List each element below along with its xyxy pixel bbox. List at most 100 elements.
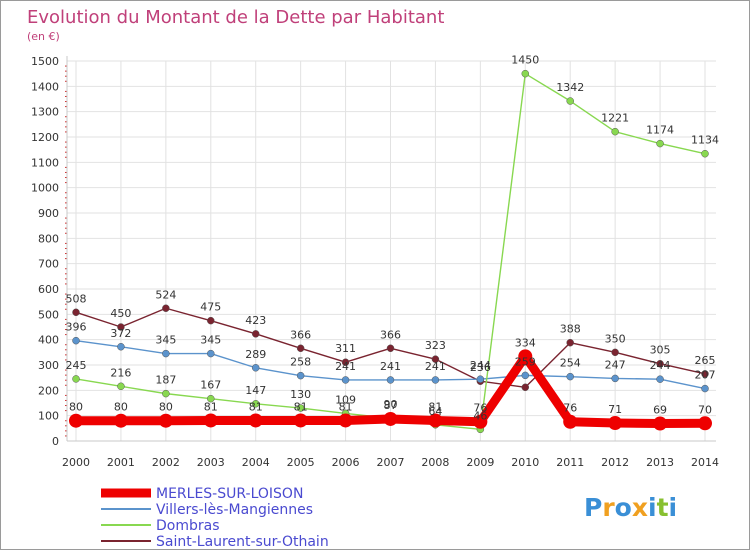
logo-letter: i [648, 493, 657, 522]
series-villers-l-s-mangiennes-point [251, 364, 260, 372]
y-tick-label: 700 [38, 258, 59, 271]
x-tick-label: 2009 [466, 456, 494, 469]
logo-letter: i [669, 493, 678, 522]
series-saint-laurent-sur-othain-point [207, 316, 215, 325]
series-dombras-point [521, 69, 530, 78]
series-merles-sur-loison-point [428, 413, 443, 428]
series-villers-l-s-mangiennes-data-label: 345 [155, 334, 176, 347]
series-dombras-data-label: 64 [428, 405, 442, 418]
series-villers-l-s-mangiennes-data-label: 247 [605, 358, 626, 371]
series-merles-sur-loison-data-label: 81 [428, 400, 442, 413]
legend-label: Saint-Laurent-sur-Othain [156, 534, 329, 550]
series-saint-laurent-sur-othain-point [431, 355, 440, 363]
series-villers-l-s-mangiennes [72, 336, 709, 393]
legend-label: Dombras [156, 518, 220, 534]
series-saint-laurent-sur-othain-point [72, 308, 80, 317]
series-villers-l-s-mangiennes-data-label: 241 [425, 360, 446, 373]
series-merles-sur-loison-point [293, 413, 308, 428]
y-tick-label: 400 [38, 334, 59, 347]
series-saint-laurent-sur-othain-data-label: 236 [470, 361, 491, 374]
series-dombras-data-label: 147 [245, 384, 266, 397]
series-dombras-data-label: 90 [384, 398, 398, 411]
series-dombras-point [251, 400, 260, 408]
series-merles-sur-loison-data-label: 81 [294, 400, 308, 413]
proxiti-logo: Proxiti [584, 493, 677, 522]
x-tick-label: 2014 [691, 456, 719, 469]
series-dombras-point [296, 404, 305, 412]
x-tick-label: 2010 [511, 456, 539, 469]
series-saint-laurent-sur-othain [72, 304, 709, 392]
series-saint-laurent-sur-othain-point [251, 330, 260, 338]
y-tick-label: 1000 [31, 182, 59, 195]
series-layer [69, 69, 712, 434]
series-saint-laurent-sur-othain-data-label: 423 [245, 314, 266, 327]
series-saint-laurent-sur-othain-point [656, 359, 664, 368]
legend-label: MERLES-SUR-LOISON [156, 486, 303, 502]
series-saint-laurent-sur-othain-data-label: 508 [66, 292, 87, 305]
series-merles-sur-loison-data-label: 76 [473, 402, 487, 415]
logo-letter: x [632, 493, 648, 522]
series-villers-l-s-mangiennes-data-label: 259 [515, 355, 536, 368]
series-merles-sur-loison-point [69, 413, 83, 428]
y-tick-label: 1100 [31, 156, 59, 169]
series-dombras-data-label: 167 [200, 379, 221, 392]
series-dombras-data-label: 245 [66, 359, 87, 372]
series-merles-sur-loison-point [653, 416, 668, 431]
series-villers-l-s-mangiennes-data-label: 241 [380, 360, 401, 373]
legend-label: Villers-lès-Mangiennes [156, 502, 313, 518]
series-villers-l-s-mangiennes-data-label: 289 [245, 348, 266, 361]
series-merles-sur-loison-point [248, 413, 263, 428]
data-label-layer: 508 450 524 475 423 366 311 366 323 236 388 350 305 2… [66, 54, 720, 423]
series-dombras-point [207, 394, 215, 403]
series-dombras-point [611, 127, 619, 136]
series-saint-laurent-sur-othain-data-label: 450 [110, 307, 131, 320]
y-tick-label: 900 [38, 207, 59, 220]
logo-letter: o [615, 493, 632, 522]
series-villers-l-s-mangiennes-data-label: 372 [110, 327, 131, 340]
y-tick-label: 200 [38, 384, 59, 397]
x-tick-label: 2002 [152, 456, 180, 469]
y-tick-label: 0 [52, 435, 59, 448]
series-merles-sur-loison-point [608, 416, 623, 431]
series-villers-l-s-mangiennes-point [701, 384, 709, 393]
series-villers-l-s-mangiennes-point [431, 376, 440, 384]
series-merles-sur-loison-point [563, 414, 578, 429]
y-tick-label: 300 [38, 359, 59, 372]
series-merles-sur-loison-data-label: 81 [204, 400, 218, 413]
series-dombras-data-label: 216 [110, 366, 131, 379]
series-villers-l-s-mangiennes-point [207, 349, 215, 358]
legend: MERLES-SUR-LOISONVillers-lès-MangiennesD… [101, 486, 329, 550]
series-merles-sur-loison-point [158, 413, 173, 428]
series-saint-laurent-sur-othain-data-label: 366 [290, 328, 311, 341]
series-villers-l-s-mangiennes-point [117, 343, 125, 351]
series-saint-laurent-sur-othain-data-label: 366 [380, 328, 401, 341]
series-villers-l-s-mangiennes-data-label: 345 [200, 334, 221, 347]
series-merles-sur-loison-data-label: 87 [384, 399, 398, 412]
series-villers-l-s-mangiennes-data-label: 244 [470, 359, 491, 372]
series-villers-l-s-mangiennes-point [296, 371, 305, 380]
x-tick-label: 2001 [107, 456, 135, 469]
series-dombras-data-label: 1174 [646, 124, 674, 137]
series-dombras-point [566, 97, 574, 105]
x-tick-label: 2012 [601, 456, 629, 469]
series-villers-l-s-mangiennes-data-label: 396 [66, 321, 87, 334]
series-saint-laurent-sur-othain-data-label: 305 [650, 344, 671, 357]
x-tick-label: 2008 [421, 456, 449, 469]
y-tick-label: 600 [38, 283, 59, 296]
series-saint-laurent-sur-othain-point [117, 323, 125, 331]
series-saint-laurent-sur-othain-point [162, 304, 170, 313]
y-tick-label: 800 [38, 232, 59, 245]
series-dombras-point [117, 382, 125, 391]
series-villers-l-s-mangiennes-point [611, 374, 619, 383]
x-tick-label: 2013 [646, 456, 674, 469]
series-villers-l-s-mangiennes-data-label: 254 [560, 357, 581, 370]
chart-subtitle: (en €) [27, 30, 60, 43]
series-dombras-point [701, 149, 709, 158]
series-villers-l-s-mangiennes-data-label: 258 [290, 356, 311, 369]
series-saint-laurent-sur-othain-point [611, 348, 619, 357]
series-saint-laurent-sur-othain-data-label: 265 [695, 354, 716, 367]
x-tick-label: 2005 [287, 456, 315, 469]
y-tick-label: 500 [38, 308, 59, 321]
